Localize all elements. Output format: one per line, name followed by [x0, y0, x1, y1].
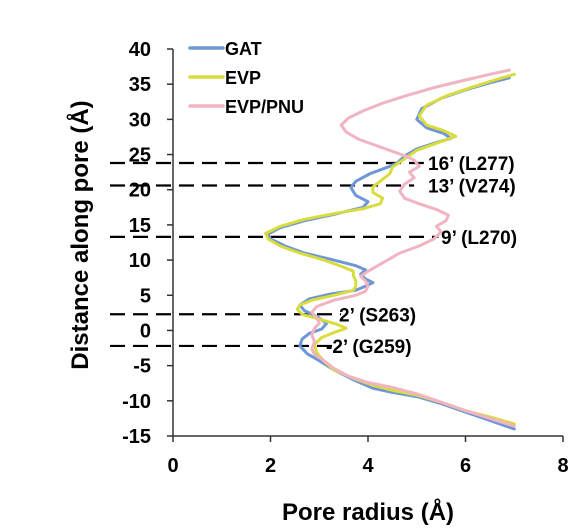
annotation-label: -2’ (G259): [326, 337, 412, 358]
annotation-label: 9’ (L270): [441, 228, 517, 249]
series-line-evp-pnu: [310, 68, 516, 428]
legend-label-gat: GAT: [225, 39, 262, 59]
x-tick-label: 4: [362, 455, 374, 477]
x-tick-label: 8: [557, 455, 568, 477]
legend-label-evp-pnu: EVP/PNU: [225, 97, 304, 117]
x-tick-label: 6: [460, 455, 471, 477]
annotation-label: 16’ (L277): [428, 154, 515, 175]
y-tick-label: 30: [129, 109, 151, 131]
annotation-label: 2’ (S263): [339, 305, 416, 326]
x-tick-label: 0: [167, 455, 178, 477]
annotation-labels: 16’ (L277)13’ (V274) 9’ (L270) 2’ (S263) -2…: [326, 154, 517, 358]
y-tick-label: -10: [122, 391, 151, 413]
y-tick-label: 5: [140, 285, 151, 307]
y-tick-label: 20: [129, 180, 151, 202]
y-tick-label: -15: [122, 426, 151, 448]
y-tick-label: 25: [129, 145, 151, 167]
series-line-evp: [264, 72, 516, 426]
y-tick-label: -5: [133, 356, 151, 378]
annotation-label: 13’ (V274): [428, 177, 516, 198]
legend-label-evp: EVP: [225, 68, 261, 88]
y-tick-label: 0: [140, 320, 151, 342]
y-axis-title: Distance along pore (Å): [66, 100, 94, 369]
y-tick-label: 35: [129, 74, 151, 96]
x-tick-label: 2: [265, 455, 276, 477]
axes: -15 -10 -5 0 5 10 15 20 25 30 35 40 0 2 4 6 8: [122, 39, 568, 477]
legend: GAT EVP EVP/PNU: [188, 39, 304, 117]
y-tick-label: 15: [129, 215, 151, 237]
y-tick-label: 10: [129, 250, 151, 272]
y-tick-label: 40: [129, 39, 151, 61]
x-axis-title: Pore radius (Å): [282, 498, 454, 526]
series-lines: [264, 68, 516, 431]
